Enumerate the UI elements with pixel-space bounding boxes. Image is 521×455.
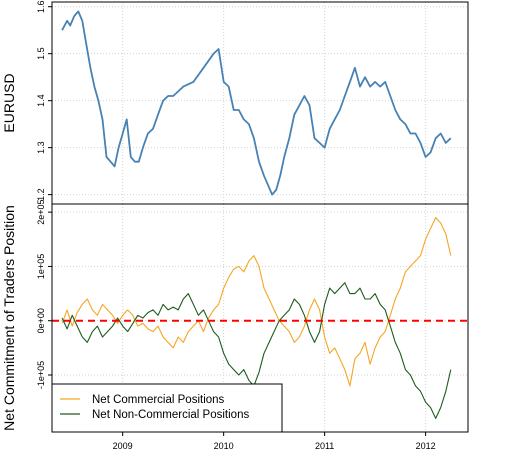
bottom-ytick-label-2: 1e+05 [36,254,46,279]
bottom-ytick-label-1: 0e+00 [36,308,46,333]
legend-box [51,383,283,433]
xtick-label-2: 2011 [315,441,334,451]
top-y-axis-label: EURUSD [1,73,17,132]
top-y-ticks: 1.2 1.3 1.4 1.5 1.6 [36,0,52,201]
bottom-x-ticks: 2009 2010 2011 2012 [113,432,436,451]
top-ytick-label-2: 1.4 [36,94,46,107]
xtick-label-0: 2009 [113,441,133,451]
bottom-series-line-0 [61,217,452,387]
bottom-ytick-label-0: -1e+05 [36,361,46,389]
bottom-y-ticks: -1e+05 0e+00 1e+05 2e+05 [36,200,52,389]
top-gridlines [52,2,468,204]
xtick-label-3: 2012 [416,441,436,451]
bottom-y-axis-label: Net Commitment of Traders Position [1,205,17,431]
bottom-series-line-1 [61,282,452,419]
top-ytick-label-3: 1.5 [36,47,46,60]
top-ytick-label-4: 1.6 [36,0,46,13]
top-ytick-label-1: 1.3 [36,141,46,154]
xtick-label-1: 2010 [214,441,234,451]
legend: Net Commercial Positions Net Non-Commerc… [51,383,283,433]
legend-label-non-commercial: Net Non-Commercial Positions [92,409,249,421]
top-series-group [61,10,452,196]
bottom-ytick-label-3: 2e+05 [36,200,46,225]
top-ytick-label-0: 1.2 [36,188,46,201]
legend-label-commercial: Net Commercial Positions [92,394,225,406]
top-series-line-0 [61,10,452,196]
bottom-series-group [52,217,468,419]
